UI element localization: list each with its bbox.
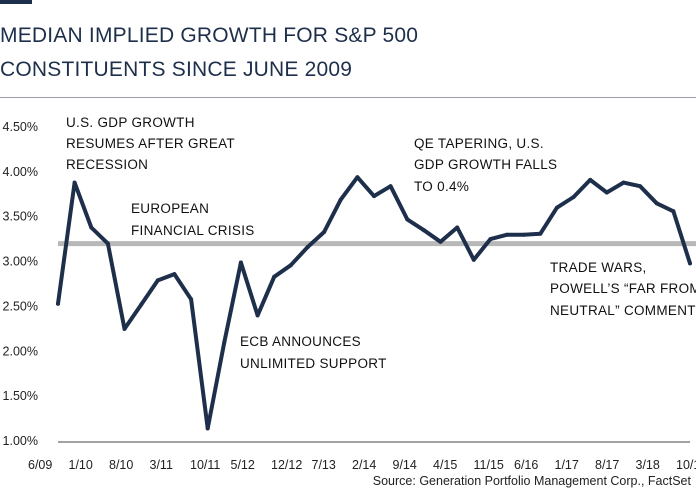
y-axis-ticks: 4.50% 4.00% 3.50% 3.00% 2.50% 2.00% 1.50% 1.00% (3, 120, 38, 448)
data-point (505, 232, 510, 237)
data-point (338, 197, 343, 202)
x-tick-label: 10/11 (190, 458, 220, 472)
data-point (638, 184, 643, 189)
annotation-ecb-line-1: ECB ANNOUNCES (240, 334, 361, 349)
data-point (604, 190, 609, 195)
y-tick-label: 4.00% (3, 165, 38, 179)
data-point (89, 225, 94, 230)
x-tick-label: 3/11 (150, 458, 173, 472)
x-tick-label: 10/18 (676, 458, 696, 472)
x-tick-label: 6/09 (28, 458, 52, 472)
data-point (288, 263, 293, 268)
annotation-qe-tapering-line-2: GDP GROWTH FALLS (414, 157, 557, 172)
data-point (405, 217, 410, 222)
x-tick-label: 1/10 (69, 458, 93, 472)
annotation-ecb-line-2: UNLIMITED SUPPORT (240, 356, 387, 371)
x-tick-label: 8/10 (109, 458, 133, 472)
data-point (139, 302, 144, 307)
x-tick-label: 3/18 (636, 458, 660, 472)
data-point (305, 245, 310, 250)
data-point (172, 272, 177, 277)
data-point (688, 261, 692, 266)
data-point (355, 175, 360, 180)
x-tick-label: 12/12 (271, 458, 302, 472)
annotation-gdp-recovery-line-1: U.S. GDP GROWTH (66, 115, 195, 130)
data-point (72, 180, 77, 185)
data-point (671, 209, 676, 214)
x-tick-label: 9/14 (393, 458, 417, 472)
x-tick-label: 2/14 (352, 458, 376, 472)
chart-title-line-1: MEDIAN IMPLIED GROWTH FOR S&P 500 (0, 24, 419, 47)
data-point (155, 278, 160, 283)
data-point (571, 195, 576, 199)
data-point (455, 225, 460, 230)
chart-title-line-2: CONSTITUENTS SINCE JUNE 2009 (0, 58, 353, 81)
data-point (438, 239, 443, 244)
y-tick-label: 3.00% (3, 255, 38, 269)
data-point (538, 231, 543, 236)
x-tick-label: 11/15 (474, 458, 504, 472)
y-tick-label: 3.50% (3, 210, 38, 224)
data-point (372, 194, 376, 199)
y-tick-label: 2.00% (3, 344, 38, 358)
y-tick-label: 2.50% (3, 299, 38, 313)
data-point (588, 177, 593, 182)
data-point (488, 237, 493, 242)
x-tick-label: 8/17 (595, 458, 619, 472)
annotation-european-crisis-line-1: EUROPEAN (131, 201, 209, 216)
data-point (255, 313, 260, 318)
data-point (122, 326, 127, 331)
data-point (554, 205, 559, 210)
x-tick-label: 6/16 (514, 458, 538, 472)
title-accent-bar (0, 0, 32, 4)
annotation-gdp-recovery-line-2: RESUMES AFTER GREAT (66, 136, 235, 151)
x-tick-label: 5/12 (231, 458, 255, 472)
annotation-qe-tapering-line-3: TO 0.4% (414, 179, 469, 194)
x-axis-ticks: 6/09 1/10 8/10 3/11 10/11 5/12 12/12 7/13 2/14 9/… (28, 458, 696, 472)
title-divider (0, 97, 696, 98)
y-tick-label: 1.00% (3, 434, 38, 448)
data-point (521, 232, 526, 237)
x-tick-label: 1/17 (555, 458, 579, 472)
data-point (272, 274, 277, 279)
data-point (471, 257, 476, 262)
annotation-trade-wars-line-2: POWELL’S “FAR FROM (550, 281, 696, 296)
y-tick-label: 4.50% (3, 120, 38, 134)
data-point (105, 241, 110, 246)
data-point (388, 184, 393, 189)
annotation-trade-wars-line-3: NEUTRAL” COMMENT (550, 303, 696, 318)
data-point (621, 180, 626, 185)
data-point (205, 426, 210, 431)
data-point (222, 340, 227, 345)
source-note: Source: Generation Portfolio Management … (373, 474, 692, 488)
annotation-trade-wars-line-1: TRADE WARS, (550, 260, 647, 275)
annotation-european-crisis-line-2: FINANCIAL CRISIS (131, 223, 255, 238)
y-tick-label: 1.50% (3, 389, 38, 403)
data-point (654, 201, 659, 206)
x-tick-label: 7/13 (312, 458, 336, 472)
data-point (56, 301, 60, 306)
data-point (421, 228, 426, 233)
annotation-gdp-recovery-line-3: RECESSION (66, 157, 148, 172)
data-point (322, 230, 327, 234)
x-tick-label: 4/15 (433, 458, 457, 472)
data-point (189, 297, 194, 302)
data-point (238, 260, 243, 265)
annotation-qe-tapering-line-1: QE TAPERING, U.S. (414, 136, 544, 151)
series-points (56, 175, 692, 431)
